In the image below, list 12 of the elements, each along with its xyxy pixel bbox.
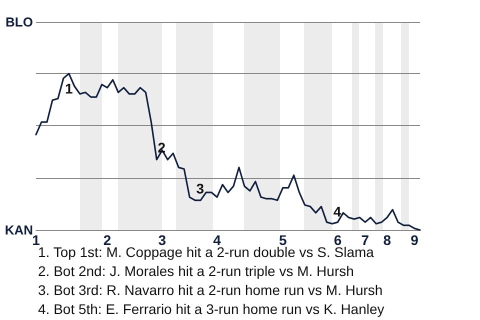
x-tick-label: 8 — [383, 232, 392, 248]
ref-line-label: KAN — [4, 222, 33, 238]
annotation: 2 — [158, 140, 166, 156]
annotation: 4 — [333, 204, 342, 220]
x-tick-label: 9 — [410, 232, 419, 248]
annotation: 1 — [65, 80, 74, 97]
text: 3. Bot 3rd: R. Navarro hit a 2-run home run vs M. Hursh — [38, 282, 383, 298]
annotation: 3 — [196, 180, 204, 196]
x-tick-label: 1 — [32, 232, 40, 248]
text: 4. Bot 5th: E. Ferrario hit a 3-run home run vs K. Hanley — [38, 301, 384, 317]
ref-line-label: BLO — [6, 14, 33, 30]
text: 2. Bot 2nd: J. Morales hit a 2-run triple vs M. Hursh — [38, 263, 354, 279]
